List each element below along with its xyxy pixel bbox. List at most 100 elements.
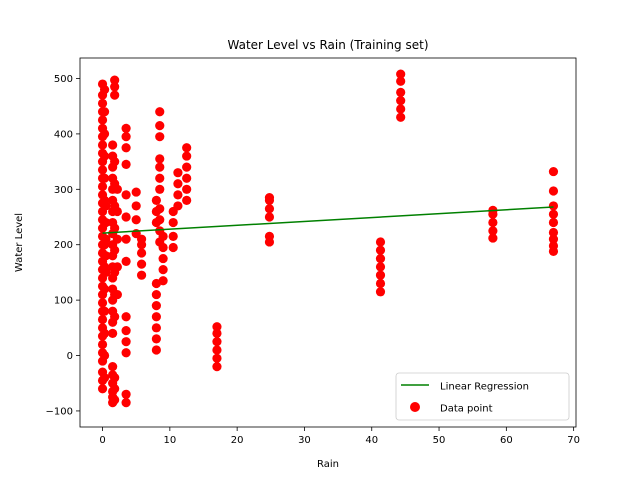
data-point: [173, 168, 183, 178]
data-point: [99, 328, 110, 338]
data-point: [110, 82, 120, 92]
data-point: [121, 348, 131, 358]
data-point: [396, 112, 406, 122]
data-point: [264, 212, 275, 222]
data-point: [182, 195, 192, 205]
data-point: [375, 237, 386, 247]
x-tick-label: 0: [99, 435, 105, 446]
legend: Linear Regression Data point: [395, 372, 570, 421]
data-point: [121, 234, 131, 244]
data-point: [110, 395, 120, 405]
data-point: [121, 190, 131, 200]
data-point: [136, 259, 147, 269]
data-point: [108, 328, 118, 338]
data-point: [101, 217, 111, 228]
data-point: [375, 270, 386, 280]
regression-line: [102, 206, 554, 234]
data-point: [97, 140, 108, 150]
data-point: [151, 345, 161, 355]
data-point: [121, 212, 131, 222]
data-point: [158, 231, 168, 242]
data-point: [110, 312, 120, 322]
x-tick-label: 20: [231, 435, 244, 446]
data-point: [112, 184, 122, 194]
x-axis-ticks: 0 10 20 30 40 50 60 70: [99, 427, 580, 446]
data-point: [155, 162, 165, 172]
legend-point-swatch: [410, 402, 420, 412]
data-point: [375, 278, 386, 289]
data-point: [99, 151, 110, 161]
data-point: [121, 398, 131, 408]
data-point: [488, 217, 498, 228]
y-tick-label: 500: [54, 74, 73, 85]
data-point: [155, 154, 165, 164]
data-point: [158, 242, 168, 253]
x-axis-label: Rain: [317, 459, 339, 470]
data-point: [548, 186, 559, 196]
data-point: [131, 187, 141, 197]
data-point: [182, 143, 192, 153]
x-tick-label: 60: [500, 435, 513, 446]
data-point: [548, 234, 559, 244]
data-point: [97, 384, 108, 394]
data-point: [548, 201, 559, 211]
data-point: [110, 157, 120, 167]
data-point: [212, 322, 222, 332]
data-point: [155, 107, 165, 117]
data-point: [155, 132, 165, 142]
data-point: [155, 173, 165, 183]
data-point: [151, 334, 161, 344]
data-point: [121, 143, 131, 153]
data-point: [97, 98, 108, 109]
data-point: [173, 190, 183, 200]
x-tick-label: 70: [567, 435, 580, 446]
data-point: [99, 173, 110, 183]
data-point: [151, 289, 161, 300]
data-point: [396, 87, 406, 97]
data-point: [548, 241, 559, 251]
data-point: [155, 184, 165, 194]
data-point: [548, 217, 559, 228]
data-point: [155, 120, 165, 131]
data-point: [158, 265, 168, 275]
data-point: [396, 76, 406, 86]
data-point: [396, 96, 406, 106]
data-point: [121, 123, 131, 133]
data-point: [108, 362, 118, 372]
data-point: [136, 270, 147, 280]
data-point: [121, 312, 131, 322]
data-point: [121, 389, 131, 399]
data-point: [548, 227, 559, 238]
data-point: [264, 193, 275, 203]
data-point: [375, 253, 386, 264]
chart-title: Water Level vs Rain (Training set): [228, 38, 429, 52]
y-tick-label: 200: [54, 240, 73, 251]
data-point: [99, 84, 110, 95]
data-point: [488, 233, 498, 243]
x-tick-label: 40: [365, 435, 378, 446]
data-point: [131, 215, 141, 225]
data-point: [396, 69, 406, 79]
data-point: [99, 107, 110, 117]
data-point: [182, 184, 192, 194]
data-point: [136, 248, 147, 258]
data-point: [110, 373, 120, 383]
data-point: [121, 159, 131, 169]
data-point: [101, 201, 111, 211]
axes-frame: [79, 57, 577, 428]
data-point: [131, 201, 141, 211]
y-axis-label: Water Level: [14, 213, 25, 272]
data-point: [168, 217, 178, 228]
data-point: [182, 151, 192, 161]
legend-label-linear-regression: Linear Regression: [440, 382, 529, 393]
data-point: [151, 323, 161, 333]
y-tick-label: 400: [54, 129, 73, 140]
data-point: [488, 226, 498, 236]
data-point: [121, 256, 131, 266]
data-point: [264, 204, 275, 214]
y-tick-label: −100: [46, 406, 73, 417]
plot-area: [97, 69, 559, 408]
data-point: [136, 234, 147, 244]
data-point: [112, 262, 122, 272]
